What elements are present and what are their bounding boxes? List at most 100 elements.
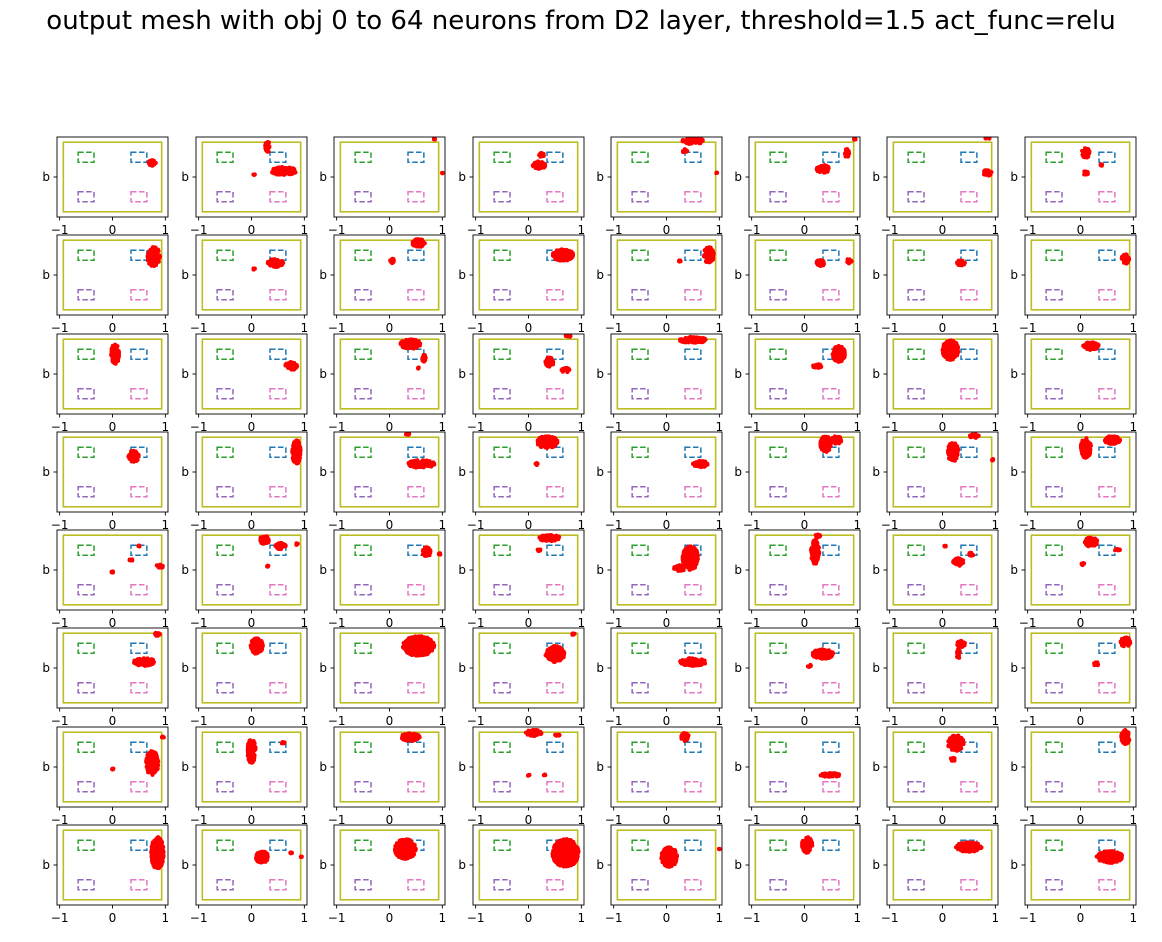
data-point (424, 553, 429, 558)
region-boundary (616, 141, 717, 213)
y-tick-label: b (319, 268, 327, 282)
region-goal-green (493, 348, 511, 360)
points-0 (146, 158, 158, 168)
region-boundary (616, 534, 717, 606)
y-tick-label: b (872, 367, 880, 381)
data-point (974, 434, 979, 439)
data-point (691, 337, 696, 342)
x-tick-label: 0 (525, 518, 533, 532)
subplot-27: b−1 0 1 (458, 431, 585, 532)
data-point (816, 167, 821, 172)
region-goal-blue (546, 348, 564, 360)
x-tick-label: 1 (854, 420, 862, 434)
data-point (849, 258, 854, 263)
data-point (715, 170, 720, 175)
data-point (685, 139, 690, 144)
subplot-13: b−1 0 1 (734, 234, 862, 335)
data-point (982, 172, 987, 177)
data-point (969, 433, 974, 438)
y-tick-label: b (181, 268, 189, 282)
x-tick-label: 1 (1130, 321, 1138, 335)
points-26 (403, 432, 437, 470)
x-tick-label: −1 (605, 321, 623, 335)
region-goal-blue (960, 348, 978, 360)
data-point (988, 172, 993, 177)
axes-background (473, 235, 584, 315)
region-goal-pink (822, 289, 840, 301)
data-point (951, 560, 956, 565)
region-goal-green (631, 348, 649, 360)
y-tick-label: b (596, 563, 604, 577)
region-goal-green (907, 348, 925, 360)
data-point (263, 536, 268, 541)
data-point (984, 137, 989, 141)
y-tick-label: b (1010, 268, 1018, 282)
y-tick-label: b (1010, 170, 1018, 184)
data-point (157, 253, 162, 258)
y-tick-label: b (458, 563, 466, 577)
points-35 (535, 533, 562, 554)
region-boundary (201, 141, 302, 213)
region-goal-pink (130, 289, 148, 301)
axes-background (334, 235, 445, 315)
data-point (838, 437, 843, 442)
region-goal-purple (493, 388, 511, 400)
data-point (826, 443, 831, 448)
y-tick-label: b (872, 170, 880, 184)
region-goal-blue (1098, 151, 1116, 163)
points-32 (109, 543, 165, 575)
x-tick-label: 1 (439, 223, 447, 237)
region-goal-pink (269, 191, 287, 203)
region-goal-pink (822, 191, 840, 203)
region-goal-green (354, 446, 372, 458)
region-goal-pink (1098, 289, 1116, 301)
subplot-5: b−1 0 1 (734, 136, 861, 237)
data-point (416, 239, 421, 244)
region-goal-green (354, 151, 372, 163)
x-tick-label: 1 (578, 420, 586, 434)
x-tick-label: 1 (439, 518, 447, 532)
data-point (944, 342, 949, 347)
data-point (400, 343, 405, 348)
data-point (278, 263, 283, 268)
data-point (425, 459, 430, 464)
x-tick-label: −1 (743, 420, 761, 434)
region-goal-green (77, 249, 95, 261)
region-goal-blue (684, 446, 702, 458)
data-point (133, 459, 138, 464)
data-point (156, 563, 161, 568)
data-point (982, 168, 987, 173)
subplot-31: b−1 0 1 (1010, 431, 1137, 532)
region-boundary (754, 436, 855, 508)
data-point (438, 552, 443, 557)
data-point (833, 441, 838, 446)
y-tick-label: b (181, 367, 189, 381)
region-boundary (62, 239, 163, 311)
region-goal-green (493, 151, 511, 163)
x-tick-label: −1 (1019, 420, 1037, 434)
x-tick-label: 0 (939, 518, 947, 532)
data-point (294, 542, 299, 547)
region-boundary (892, 534, 993, 606)
region-boundary (754, 534, 855, 606)
data-point (147, 159, 152, 164)
x-tick-label: 1 (854, 616, 862, 630)
subplot-30: b−1 0 1 (872, 431, 999, 532)
axes-background (611, 432, 722, 512)
data-point (949, 343, 954, 348)
data-point (551, 251, 556, 256)
subplot-10: b−1 0 1 (319, 234, 446, 335)
x-tick-label: 0 (801, 518, 809, 532)
y-tick-label: b (872, 563, 880, 577)
data-point (835, 437, 840, 442)
x-tick-label: 1 (716, 616, 724, 630)
data-point (420, 548, 425, 553)
x-tick-label: 1 (854, 321, 862, 335)
data-point (692, 546, 697, 551)
data-point (269, 257, 274, 262)
data-point (546, 362, 551, 367)
region-goal-purple (769, 388, 787, 400)
data-point (698, 137, 703, 142)
x-tick-label: −1 (467, 223, 485, 237)
subplot-29: b−1 0 1 (734, 431, 861, 532)
